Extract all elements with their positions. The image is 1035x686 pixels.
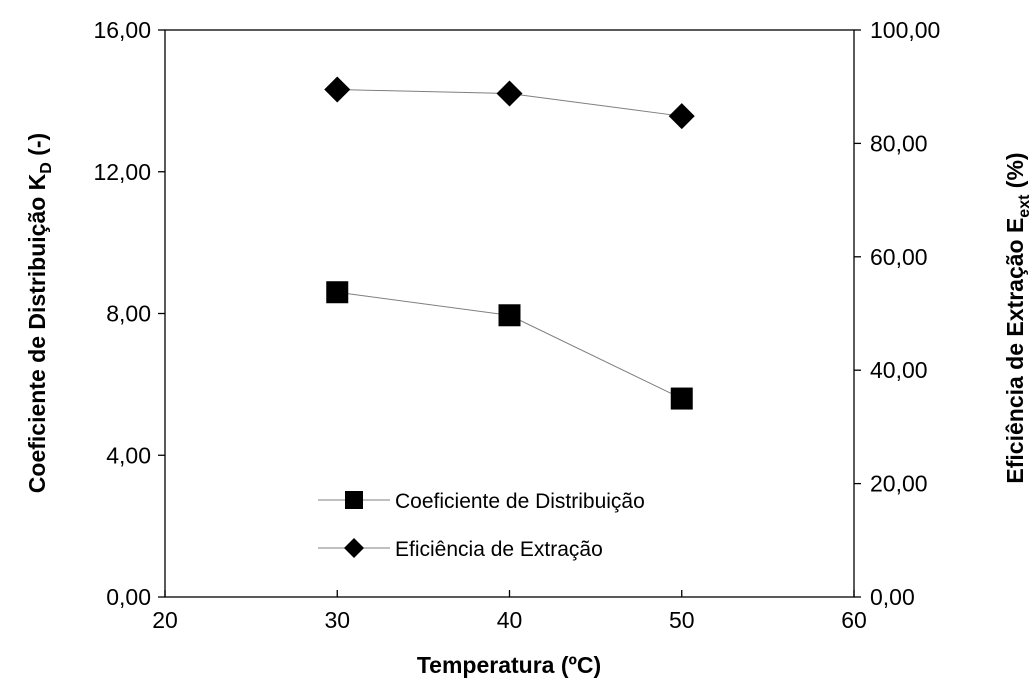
right-y-tick-label: 100,00 <box>870 17 940 43</box>
right-y-tick-label: 0,00 <box>870 584 915 610</box>
data-point-square <box>670 387 693 410</box>
right-y-tick-label: 60,00 <box>870 244 928 270</box>
x-tick-label: 40 <box>497 607 523 633</box>
data-point-square <box>498 304 521 327</box>
series-layer <box>324 76 695 410</box>
x-tick-label: 30 <box>324 607 350 633</box>
x-tick-label: 50 <box>669 607 695 633</box>
legend-label-kd: Coeficiente de Distribuição <box>395 490 645 513</box>
left-y-tick-label: 8,00 <box>106 301 151 327</box>
left-y-tick-label: 12,00 <box>93 159 151 185</box>
left-y-tick-label: 16,00 <box>93 17 151 43</box>
right-y-tick-label: 40,00 <box>870 357 928 383</box>
left-y-tick-label: 4,00 <box>106 442 151 468</box>
data-point-diamond <box>324 76 351 103</box>
right-y-tick-label: 80,00 <box>870 130 928 156</box>
legend: Coeficiente de Distribuição Eficiência d… <box>318 490 645 561</box>
x-tick-label: 60 <box>841 607 867 633</box>
right-y-axis-title: Eficiência de Extração Eext (%) <box>1002 152 1033 483</box>
right-y-tick-label: 20,00 <box>870 471 928 497</box>
legend-label-eext: Eficiência de Extração <box>395 538 603 561</box>
right-y-axis-ticks: 0,00 20,00 40,00 60,00 80,00 100,00 <box>854 17 940 610</box>
x-tick-label: 20 <box>152 607 178 633</box>
x-axis-title: Temperatura (ºC) <box>417 652 601 678</box>
x-axis-ticks: 20 30 40 50 60 <box>152 590 867 633</box>
left-y-axis-title: Coeficiente de Distribuição KD (-) <box>24 133 55 493</box>
data-point-diamond <box>496 80 523 107</box>
data-point-diamond <box>668 103 695 130</box>
data-point-square <box>326 281 349 304</box>
left-y-tick-label: 0,00 <box>106 584 151 610</box>
legend-diamond-marker <box>344 538 364 558</box>
left-y-axis-ticks: 0,00 4,00 8,00 12,00 16,00 <box>93 17 165 610</box>
legend-square-marker <box>345 491 363 509</box>
